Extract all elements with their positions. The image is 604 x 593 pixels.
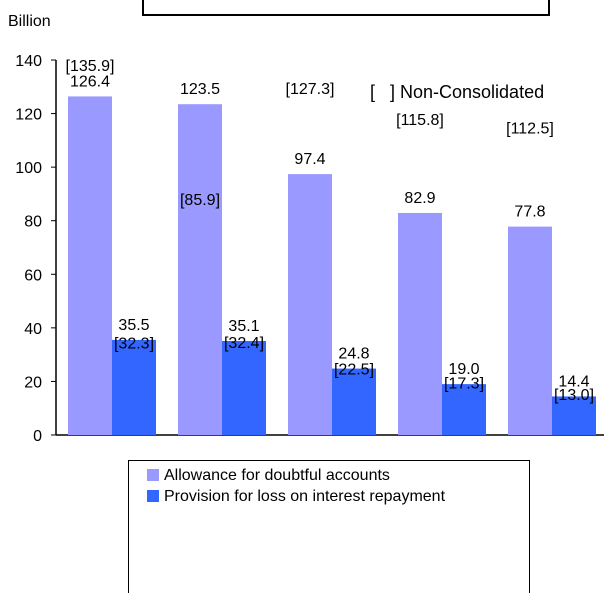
bar-value-label: 77.8 [514,204,545,221]
y-tick-label: 120 [15,107,42,124]
x-tick-label: '11 [322,458,342,460]
y-axis-title: Billion [8,13,51,30]
non-consolidated-label: [112.5] [506,121,554,138]
x-tick-label: '10 [212,458,233,460]
legend-swatch-allowance [147,469,159,481]
legend-item-allowance: Allowance for doubtful accounts [147,467,390,485]
bar-value-label: 126.4 [70,73,110,90]
non-consolidated-label: [115.8] [396,112,444,129]
non-consolidated-label: [32.3] [114,335,154,352]
legend: Allowance for doubtful accounts Provisio… [128,460,530,593]
bar-value-label: 82.9 [404,190,435,207]
non-consolidated-label: [85.9] [180,192,220,209]
bar [398,212,442,435]
y-tick-label: 140 [15,53,42,70]
y-tick-label: 60 [24,267,42,284]
bar-value-label: 35.5 [118,317,149,334]
bar [178,104,222,436]
bar [442,384,486,435]
bar-value-label: 19.0 [448,361,479,378]
y-tick-label: 100 [15,160,42,177]
bar-value-label: 123.5 [180,81,220,98]
bar-chart: Billion [ ] Non-Consolidated 0 20 40 60 80 10… [8,13,604,460]
y-tick-label: 40 [24,321,42,338]
bar-value-label: 97.4 [294,151,325,168]
non-consolidated-label: [22.5] [334,362,374,379]
non-consolidated-note: [ ] Non-Consolidated [370,82,544,102]
top-frame [142,0,550,16]
non-consolidated-label: [135.9] [66,58,115,75]
non-consolidated-label: [17.3] [444,376,484,393]
bar [222,340,266,435]
bar [68,96,112,435]
legend-item-provision: Provision for loss on interest repayment [147,488,445,506]
bars [68,96,596,436]
y-tick-label: 0 [33,428,42,445]
non-consolidated-label: [127.3] [286,81,335,98]
x-tick-label: '12 [432,458,453,460]
y-tick-label: 20 [24,374,42,391]
y-tick-label: 80 [24,214,42,231]
bar [508,226,552,435]
bar-value-label: 14.4 [558,373,589,390]
non-consolidated-label: [13.0] [554,387,594,404]
x-tick-label: '13 [542,458,563,460]
bar [332,368,376,435]
x-tick-label: '09 [102,458,123,460]
bar [112,339,156,435]
legend-label-allowance: Allowance for doubtful accounts [164,467,390,484]
legend-swatch-provision [147,490,159,502]
bar [288,174,332,435]
bar-value-label: 35.1 [228,318,259,335]
non-consolidated-label: [32.4] [224,335,264,352]
bar-labels: '09 126.4[135.9] 35.5[32.3] '10 123.5 [85.9] 3… [66,58,594,460]
bar [552,396,596,435]
legend-label-provision: Provision for loss on interest repayment [164,488,446,505]
bar-value-label: 24.8 [338,346,369,363]
